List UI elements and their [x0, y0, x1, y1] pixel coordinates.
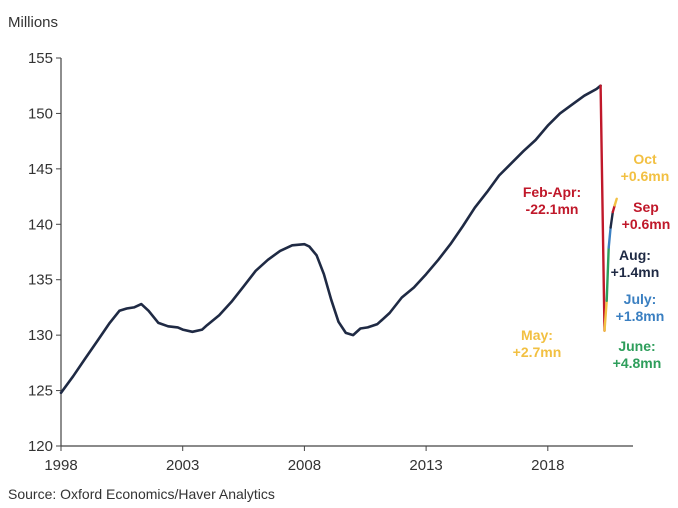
- axes: 120 125 130 135 140 145 150 155 1998 2003 2008 2013…: [28, 50, 633, 474]
- annotation-aug-line-2: +1.4mn: [611, 264, 660, 280]
- y-tick-label: 150: [28, 105, 53, 122]
- y-unit-label: Millions: [8, 14, 59, 31]
- annotation-july-line-1: July:: [624, 291, 657, 307]
- y-tick-label: 135: [28, 272, 53, 289]
- annotation-feb-apr-line-1: Feb-Apr:: [523, 184, 581, 200]
- y-tick-label: 125: [28, 383, 53, 400]
- series-line-oct: [613, 197, 618, 207]
- annotation-aug-line-1: Aug:: [619, 247, 651, 263]
- annotation-may-line-1: May:: [521, 327, 553, 343]
- series-line-may: [603, 299, 608, 332]
- source-note: Source: Oxford Economics/Haver Analytics: [8, 486, 275, 502]
- series-lines: [59, 84, 618, 395]
- series-line-july: [607, 226, 612, 249]
- x-tick-label: 2003: [166, 457, 199, 474]
- annotation-june-line-1: June:: [618, 338, 655, 354]
- annotation-may-line-2: +2.7mn: [513, 344, 562, 360]
- x-tick-label: 1998: [44, 457, 77, 474]
- y-tick-label: 140: [28, 216, 53, 233]
- y-tick-label: 130: [28, 327, 53, 344]
- annotation-sep-line-1: Sep: [633, 199, 659, 215]
- series-line-aug: [609, 210, 614, 229]
- annotation-feb-apr-line-2: -22.1mn: [526, 201, 579, 217]
- series-line-main: [59, 84, 602, 395]
- annotation-sep-line-2: +0.6mn: [622, 216, 671, 232]
- annotation-june-line-2: +4.8mn: [613, 355, 662, 371]
- annotations: Feb-Apr:-22.1mnOct+0.6mnSep+0.6mnAug:+1.…: [513, 151, 671, 371]
- y-tick-label: 155: [28, 50, 53, 67]
- x-tick-label: 2018: [531, 457, 564, 474]
- x-tick-label: 2008: [288, 457, 321, 474]
- annotation-oct-line-1: Oct: [633, 151, 657, 167]
- y-tick-label: 120: [28, 438, 53, 455]
- series-line-june: [605, 246, 610, 302]
- x-tick-label: 2013: [409, 457, 442, 474]
- annotation-oct-line-2: +0.6mn: [621, 168, 670, 184]
- series-line-feb_apr: [599, 84, 606, 332]
- annotation-july-line-2: +1.8mn: [616, 308, 665, 324]
- y-tick-label: 145: [28, 161, 53, 178]
